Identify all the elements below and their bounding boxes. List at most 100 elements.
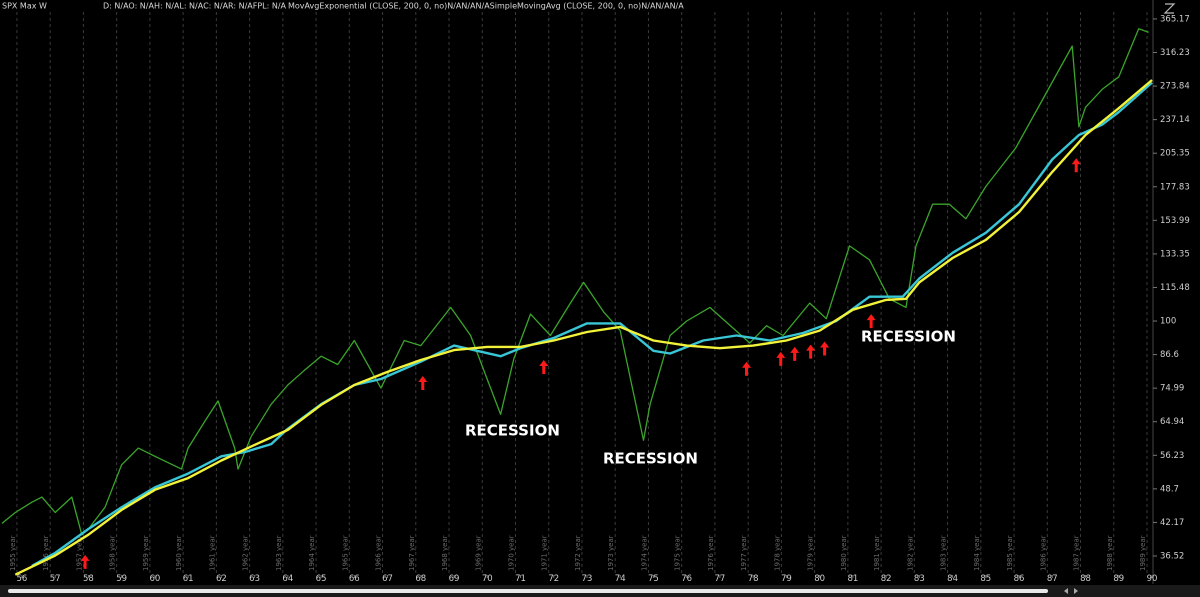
scrollbar-thumb[interactable] xyxy=(8,589,1048,593)
year-line-label: 1977 year xyxy=(740,535,748,571)
zoom-glyph xyxy=(1163,3,1176,14)
x-tick-label: 73 xyxy=(582,574,593,584)
arrow-marker xyxy=(790,346,800,361)
scroll-arrows[interactable] xyxy=(1064,588,1078,594)
x-tick-label: 88 xyxy=(1080,574,1091,584)
year-line-label: 1979 year xyxy=(807,535,815,571)
x-tick-label: 82 xyxy=(881,574,892,584)
moving-average-line xyxy=(31,81,1153,567)
x-tick-label: 81 xyxy=(847,574,858,584)
year-line-label: 1986 year xyxy=(1039,535,1047,571)
year-line-label: 1982 year xyxy=(906,535,914,571)
year-line-label: 1963 year xyxy=(275,535,283,571)
y-tick-label: 133.35 xyxy=(1160,249,1190,259)
symbol-label: SPX Max W xyxy=(2,2,47,11)
year-line-label: 1970 year xyxy=(507,535,515,571)
year-line-label: 1972 year xyxy=(574,535,582,571)
annotation: RECESSION xyxy=(465,422,560,440)
quote-label: D: N/AO: N/AH: N/AL: N/AC: N/AR: N/AFPL:… xyxy=(103,2,287,11)
x-tick-label: 71 xyxy=(515,574,526,584)
x-tick-label: 80 xyxy=(814,574,825,584)
year-line-label: 1975 year xyxy=(674,535,682,571)
year-line-label: 1974 year xyxy=(640,535,648,571)
arrow-marker xyxy=(776,351,786,366)
year-line-label: 1968 year xyxy=(441,535,449,571)
y-tick-label: 36.52 xyxy=(1160,551,1184,561)
x-tick-label: 90 xyxy=(1147,574,1158,584)
x-tick-label: 62 xyxy=(216,574,227,584)
y-tick-label: 273.84 xyxy=(1160,82,1190,92)
moving-average-line xyxy=(14,79,1153,576)
x-tick-label: 70 xyxy=(482,574,493,584)
y-tick-label: 56.23 xyxy=(1160,451,1184,461)
year-line-label: 1981 year xyxy=(873,535,881,571)
y-tick-label: 64.94 xyxy=(1160,417,1184,427)
y-tick-label: 205.35 xyxy=(1160,149,1190,159)
x-tick-label: 75 xyxy=(648,574,659,584)
year-line-label: 1960 year xyxy=(175,535,183,571)
y-tick-label: 115.48 xyxy=(1160,283,1190,293)
year-line-label: 1961 year xyxy=(208,535,216,571)
x-tick-label: 87 xyxy=(1047,574,1058,584)
x-tick-label: 89 xyxy=(1113,574,1124,584)
x-tick-label: 64 xyxy=(282,574,293,584)
year-line-label: 1978 year xyxy=(773,535,781,571)
x-tick-label: 69 xyxy=(449,574,460,584)
x-tick-label: 56 xyxy=(17,574,28,584)
x-tick-label: 59 xyxy=(116,574,127,584)
price-line xyxy=(1,28,1149,536)
arrow-marker xyxy=(1071,158,1081,173)
year-line-label: 1959 year xyxy=(142,535,150,571)
year-line-label: 1973 year xyxy=(607,535,615,571)
studies-label: MovAvgExponential (CLOSE, 200, 0, no)N/A… xyxy=(288,2,684,11)
y-tick-label: 153.99 xyxy=(1160,216,1190,226)
x-tick-label: 76 xyxy=(681,574,692,584)
arrow-marker xyxy=(539,360,549,375)
year-line-label: 1964 year xyxy=(308,535,316,571)
y-tick-label: 42.17 xyxy=(1160,518,1184,528)
year-line-label: 1983 year xyxy=(940,535,948,571)
year-line-label: 1966 year xyxy=(375,535,383,571)
arrow-marker xyxy=(820,341,830,356)
annotation: RECESSION xyxy=(603,450,698,468)
x-tick-label: 84 xyxy=(947,574,958,584)
year-line-label: 1969 year xyxy=(474,535,482,571)
year-line-label: 1987 year xyxy=(1073,535,1081,571)
arrow-marker xyxy=(80,554,90,569)
x-tick-label: 63 xyxy=(249,574,260,584)
x-tick-label: 72 xyxy=(548,574,559,584)
y-tick-label: 177.83 xyxy=(1160,182,1190,192)
year-line-label: 1967 year xyxy=(408,535,416,571)
x-tick-label: 77 xyxy=(715,574,726,584)
x-tick-label: 78 xyxy=(748,574,759,584)
x-tick-label: 57 xyxy=(50,574,61,584)
x-tick-label: 60 xyxy=(149,574,160,584)
x-tick-label: 66 xyxy=(349,574,360,584)
year-line-label: 1985 year xyxy=(1006,535,1014,571)
y-tick-label: 316.23 xyxy=(1160,48,1190,58)
x-tick-label: 61 xyxy=(183,574,194,584)
arrow-marker xyxy=(418,376,428,391)
y-tick-label: 100 xyxy=(1160,317,1176,327)
year-line-label: 1971 year xyxy=(541,535,549,571)
year-line-label: 1956 year xyxy=(42,535,50,571)
year-line-label: 1976 year xyxy=(707,535,715,571)
plot: 1955 year 1956 year 1957 year 1958 year 1959… xyxy=(1,12,1190,584)
year-line-label: 1955 year xyxy=(9,535,17,571)
year-line-label: 1989 year xyxy=(1139,535,1147,571)
zoom-icon[interactable] xyxy=(1163,3,1176,14)
y-tick-label: 86.6 xyxy=(1160,350,1179,360)
x-tick-label: 85 xyxy=(980,574,991,584)
x-tick-label: 65 xyxy=(316,574,327,584)
year-line-label: 1988 year xyxy=(1106,535,1114,571)
x-tick-label: 83 xyxy=(914,574,925,584)
year-line-label: 1957 year xyxy=(75,535,83,571)
year-line-label: 1980 year xyxy=(840,535,848,571)
arrow-marker xyxy=(866,314,876,329)
year-line-label: 1958 year xyxy=(109,535,117,571)
x-tick-label: 67 xyxy=(382,574,393,584)
arrow-marker xyxy=(806,344,816,359)
year-line-label: 1965 year xyxy=(341,535,349,571)
x-tick-label: 79 xyxy=(781,574,792,584)
